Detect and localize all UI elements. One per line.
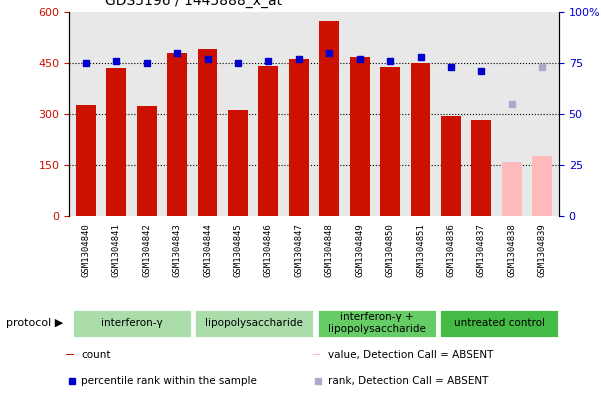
Bar — [441, 116, 461, 216]
FancyBboxPatch shape — [317, 309, 437, 338]
Text: GSM1304847: GSM1304847 — [294, 223, 304, 277]
Text: protocol ▶: protocol ▶ — [6, 318, 63, 328]
FancyBboxPatch shape — [72, 309, 192, 338]
Text: GSM1304839: GSM1304839 — [538, 223, 547, 277]
Bar — [76, 105, 96, 216]
Bar — [471, 120, 491, 216]
Text: untreated control: untreated control — [454, 318, 545, 328]
Text: GDS5196 / 1445888_x_at: GDS5196 / 1445888_x_at — [105, 0, 282, 8]
Bar — [228, 110, 248, 216]
Bar — [137, 106, 157, 216]
Bar — [410, 63, 430, 216]
Bar — [289, 59, 309, 216]
Text: lipopolysaccharide: lipopolysaccharide — [206, 318, 304, 328]
Text: GSM1304841: GSM1304841 — [112, 223, 121, 277]
Text: percentile rank within the sample: percentile rank within the sample — [81, 376, 257, 386]
Text: count: count — [81, 350, 111, 360]
Text: GSM1304851: GSM1304851 — [416, 223, 425, 277]
Text: rank, Detection Call = ABSENT: rank, Detection Call = ABSENT — [328, 376, 488, 386]
Text: GSM1304838: GSM1304838 — [507, 223, 516, 277]
Bar — [350, 57, 370, 216]
Bar — [106, 68, 126, 216]
Text: interferon-γ: interferon-γ — [101, 318, 163, 328]
Text: GSM1304848: GSM1304848 — [325, 223, 334, 277]
Text: GSM1304844: GSM1304844 — [203, 223, 212, 277]
Text: GSM1304850: GSM1304850 — [386, 223, 395, 277]
Bar — [532, 156, 552, 216]
Text: GSM1304846: GSM1304846 — [264, 223, 273, 277]
Text: GSM1304843: GSM1304843 — [172, 223, 182, 277]
FancyBboxPatch shape — [439, 309, 560, 338]
FancyBboxPatch shape — [194, 309, 314, 338]
Text: GSM1304842: GSM1304842 — [142, 223, 151, 277]
Text: GSM1304840: GSM1304840 — [81, 223, 90, 277]
Bar — [167, 53, 187, 216]
Text: interferon-γ +
lipopolysaccharide: interferon-γ + lipopolysaccharide — [328, 312, 426, 334]
Bar — [66, 354, 74, 355]
Text: GSM1304836: GSM1304836 — [447, 223, 456, 277]
Bar — [380, 67, 400, 216]
Bar — [313, 354, 320, 355]
Text: GSM1304849: GSM1304849 — [355, 223, 364, 277]
Bar — [319, 21, 339, 216]
Text: value, Detection Call = ABSENT: value, Detection Call = ABSENT — [328, 350, 493, 360]
Bar — [502, 162, 522, 216]
Text: GSM1304845: GSM1304845 — [233, 223, 242, 277]
Text: GSM1304837: GSM1304837 — [477, 223, 486, 277]
Bar — [258, 66, 278, 216]
Bar — [198, 49, 218, 216]
